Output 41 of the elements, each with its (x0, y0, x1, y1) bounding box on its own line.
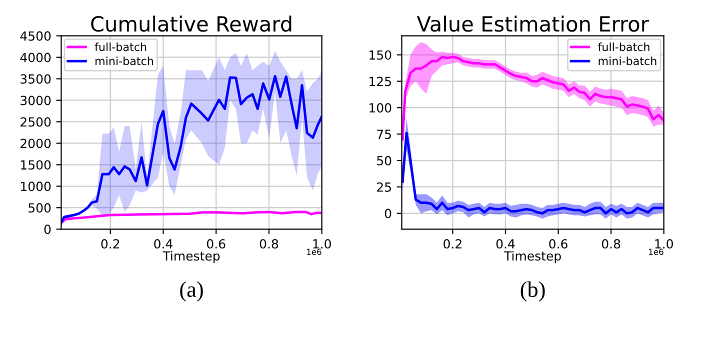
y-tick-label: 4500 (20, 31, 51, 41)
legend-label: full-batch (94, 42, 146, 52)
y-tick-label: 500 (28, 203, 51, 213)
x-axis-title: Timestep (504, 250, 561, 264)
line-series (402, 56, 664, 141)
y-tick-label: 50 (377, 156, 392, 166)
legend-label: mini-batch (96, 56, 154, 66)
x-tick-label: 0.4 (496, 239, 515, 249)
y-tick-label: 25 (377, 182, 391, 192)
y-tick-label: 3500 (20, 74, 51, 84)
x-tick-label: 0.8 (602, 239, 620, 249)
y-tick-label: 125 (370, 76, 391, 86)
chart-title: Cumulative Reward (91, 16, 292, 32)
y-tick-label: 0 (44, 224, 51, 234)
y-tick-label: 100 (370, 103, 392, 113)
chart-title: Value Estimation Error (416, 16, 649, 32)
x-tick-label: 1.0 (313, 239, 331, 249)
y-tick-label: 75 (377, 130, 391, 140)
y-tick-label: 150 (370, 50, 392, 60)
x-tick-label: 0.6 (549, 239, 568, 249)
x-tick-label: 0.4 (154, 239, 172, 249)
line-series (402, 132, 664, 215)
y-tick-label: 2000 (20, 138, 51, 148)
x-tick-label: 0.2 (101, 239, 120, 249)
text: 1e6 (649, 248, 664, 255)
y-tick-label: 2500 (20, 117, 51, 127)
text: 1e6 (307, 248, 322, 255)
legend-label: mini-batch (598, 56, 656, 66)
y-tick-label: 4000 (20, 52, 51, 62)
x-tick-label: 0.8 (260, 239, 278, 249)
y-tick-label: 0 (384, 208, 392, 218)
x-tick-label: 1.0 (655, 239, 673, 249)
y-tick-label: 3000 (20, 96, 51, 106)
x-tick-label: 0.6 (206, 239, 226, 249)
x-tick-label: 0.2 (444, 239, 462, 249)
legend-label: full-batch (598, 42, 650, 52)
y-tick-label: 1500 (21, 160, 51, 170)
text: (a) (180, 281, 203, 302)
text: (b) (520, 281, 545, 302)
y-tick-label: 1000 (21, 182, 51, 192)
x-axis-title: Timestep (162, 250, 220, 264)
